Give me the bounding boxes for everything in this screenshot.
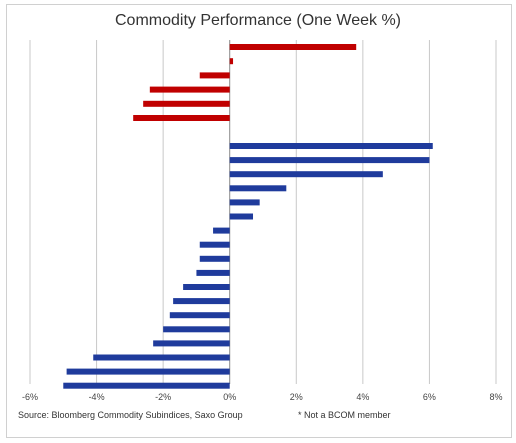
bar — [229, 213, 254, 220]
footnote: * Not a BCOM member — [298, 410, 391, 420]
bar — [229, 58, 234, 65]
bar — [229, 157, 430, 164]
bar — [169, 312, 230, 319]
bar — [153, 340, 230, 347]
x-tick-label: 6% — [423, 392, 436, 402]
bar — [66, 368, 230, 375]
bar — [229, 143, 433, 149]
bar — [143, 100, 230, 107]
x-tick-label: -2% — [155, 392, 171, 402]
bar — [229, 199, 260, 206]
bar — [196, 269, 230, 276]
x-tick-label: -4% — [89, 392, 105, 402]
bar — [229, 44, 357, 50]
bar — [229, 185, 287, 192]
chart-title: Commodity Performance (One Week %) — [114, 12, 401, 29]
x-tick-label: -6% — [22, 392, 38, 402]
bar — [213, 227, 230, 234]
x-tick-label: 4% — [356, 392, 369, 402]
bar — [133, 115, 230, 121]
bar — [63, 382, 230, 389]
source-note: Source: Bloomberg Commodity Subindices, … — [18, 410, 243, 420]
x-tick-label: 2% — [290, 392, 303, 402]
x-tick-label: 0% — [223, 392, 236, 402]
bar — [163, 326, 230, 333]
bar — [229, 171, 383, 178]
x-tick-label: 8% — [489, 392, 502, 402]
bar — [199, 255, 230, 262]
bar — [93, 354, 230, 361]
bar — [183, 284, 230, 290]
bar — [199, 72, 230, 79]
chart-frame — [6, 4, 512, 438]
bar — [173, 298, 230, 305]
bar — [199, 241, 230, 248]
bar — [149, 86, 230, 93]
